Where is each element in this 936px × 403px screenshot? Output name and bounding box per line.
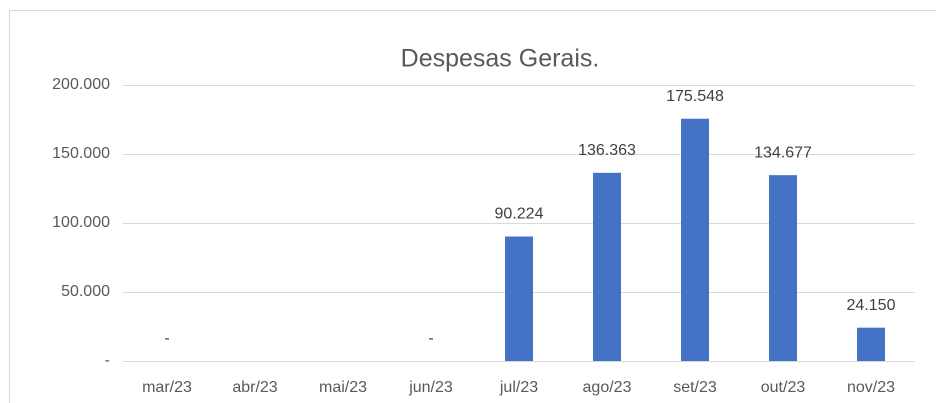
- bar: [505, 236, 533, 361]
- x-tick-label: ago/23: [583, 379, 632, 396]
- x-tick-label: abr/23: [232, 379, 277, 396]
- data-label: 134.677: [754, 144, 812, 161]
- data-label: 136.363: [578, 142, 636, 159]
- data-label: -: [164, 330, 169, 347]
- bar: [681, 118, 709, 361]
- x-tick-label: nov/23: [847, 379, 895, 396]
- x-tick-label: out/23: [761, 379, 806, 396]
- x-tick-label: jul/23: [499, 379, 538, 396]
- x-tick-label: set/23: [673, 379, 717, 396]
- x-tick-label: jun/23: [408, 379, 453, 396]
- x-tick-label: mai/23: [319, 379, 367, 396]
- x-tick-label: mar/23: [142, 379, 192, 396]
- bar: [857, 327, 885, 361]
- y-tick-label: 200.000: [52, 76, 110, 93]
- y-tick-label: -: [105, 352, 110, 369]
- y-tick-label: 50.000: [61, 283, 110, 300]
- data-label: 175.548: [666, 88, 724, 105]
- bar: [769, 175, 797, 361]
- bar: [593, 172, 621, 361]
- chart-title: Despesas Gerais.: [401, 45, 600, 73]
- data-label: 24.150: [847, 297, 896, 314]
- y-tick-label: 150.000: [52, 145, 110, 162]
- data-label: 90.224: [495, 206, 544, 223]
- y-tick-label: 100.000: [52, 214, 110, 231]
- data-label: -: [428, 330, 433, 347]
